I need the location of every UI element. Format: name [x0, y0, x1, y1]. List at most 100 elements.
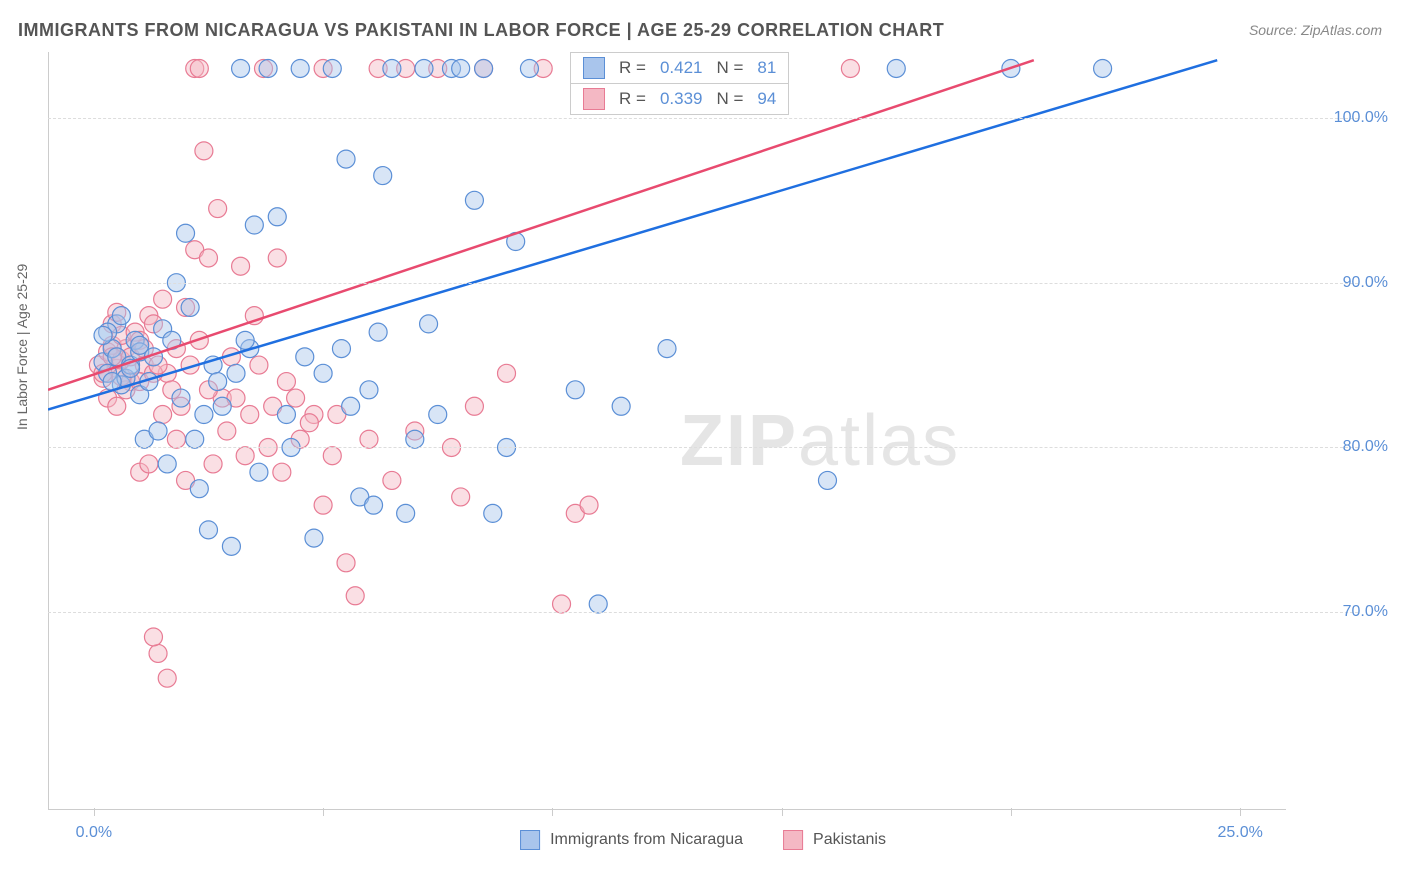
- scatter-point: [287, 389, 305, 407]
- scatter-point: [112, 307, 130, 325]
- scatter-point: [158, 455, 176, 473]
- grid-line: [48, 118, 1358, 119]
- scatter-point: [337, 150, 355, 168]
- scatter-point: [209, 200, 227, 218]
- scatter-point: [144, 628, 162, 646]
- scatter-point: [190, 59, 208, 77]
- scatter-point: [218, 422, 236, 440]
- scatter-point: [108, 397, 126, 415]
- scatter-point: [520, 59, 538, 77]
- scatter-point: [154, 290, 172, 308]
- scatter-point: [429, 406, 447, 424]
- legend-item-nicaragua: Immigrants from Nicaragua: [520, 830, 743, 850]
- scatter-point: [277, 406, 295, 424]
- scatter-point: [154, 406, 172, 424]
- scatter-point: [498, 364, 516, 382]
- stats-swatch-nicaragua: [583, 57, 605, 79]
- scatter-point: [199, 521, 217, 539]
- y-tick-label: 90.0%: [1343, 274, 1388, 292]
- scatter-point: [273, 463, 291, 481]
- scatter-point: [580, 496, 598, 514]
- scatter-point: [232, 257, 250, 275]
- scatter-point: [342, 397, 360, 415]
- scatter-point: [475, 59, 493, 77]
- x-tick: [323, 808, 324, 816]
- scatter-point: [245, 216, 263, 234]
- scatter-point: [1094, 59, 1112, 77]
- scatter-point: [323, 447, 341, 465]
- scatter-point: [296, 348, 314, 366]
- scatter-point: [291, 59, 309, 77]
- x-tick-label: 0.0%: [76, 824, 112, 842]
- scatter-point: [227, 364, 245, 382]
- scatter-point: [94, 326, 112, 344]
- scatter-point: [236, 331, 254, 349]
- scatter-point: [406, 430, 424, 448]
- scatter-point: [186, 430, 204, 448]
- stats-row-pakistani: R = 0.339 N = 94: [571, 84, 788, 114]
- scatter-point: [195, 406, 213, 424]
- scatter-point: [346, 587, 364, 605]
- scatter-point: [259, 59, 277, 77]
- grid-line: [48, 447, 1358, 448]
- grid-line: [48, 283, 1358, 284]
- stats-swatch-pakistani: [583, 88, 605, 110]
- x-tick: [782, 808, 783, 816]
- scatter-point: [149, 422, 167, 440]
- source-citation: Source: ZipAtlas.com: [1249, 22, 1382, 38]
- scatter-point: [452, 488, 470, 506]
- chart-title: IMMIGRANTS FROM NICARAGUA VS PAKISTANI I…: [18, 20, 944, 41]
- legend-swatch-nicaragua: [520, 830, 540, 850]
- x-tick: [552, 808, 553, 816]
- scatter-point: [465, 397, 483, 415]
- scatter-point: [190, 480, 208, 498]
- scatter-point: [177, 224, 195, 242]
- scatter-point: [250, 463, 268, 481]
- scatter-point: [268, 249, 286, 267]
- scatter-point: [213, 397, 231, 415]
- scatter-svg: [48, 52, 1286, 810]
- scatter-point: [360, 430, 378, 448]
- scatter-point: [250, 356, 268, 374]
- scatter-point: [332, 340, 350, 358]
- scatter-point: [452, 59, 470, 77]
- scatter-point: [222, 537, 240, 555]
- scatter-point: [232, 59, 250, 77]
- scatter-point: [818, 471, 836, 489]
- scatter-point: [484, 504, 502, 522]
- scatter-point: [195, 142, 213, 160]
- scatter-point: [181, 298, 199, 316]
- scatter-point: [323, 59, 341, 77]
- scatter-point: [420, 315, 438, 333]
- x-tick: [94, 808, 95, 816]
- scatter-point: [241, 406, 259, 424]
- scatter-point: [300, 414, 318, 432]
- scatter-point: [268, 208, 286, 226]
- scatter-point: [236, 447, 254, 465]
- scatter-point: [314, 496, 332, 514]
- scatter-point: [369, 323, 387, 341]
- scatter-point: [553, 595, 571, 613]
- scatter-point: [374, 167, 392, 185]
- scatter-point: [158, 669, 176, 687]
- scatter-point: [566, 381, 584, 399]
- y-axis-label: In Labor Force | Age 25-29: [14, 264, 30, 430]
- scatter-point: [589, 595, 607, 613]
- bottom-legend: Immigrants from Nicaragua Pakistanis: [520, 830, 886, 850]
- scatter-point: [612, 397, 630, 415]
- scatter-point: [415, 59, 433, 77]
- x-tick: [1240, 808, 1241, 816]
- grid-line: [48, 612, 1358, 613]
- stats-row-nicaragua: R = 0.421 N = 81: [571, 53, 788, 84]
- legend-item-pakistani: Pakistanis: [783, 830, 886, 850]
- scatter-point: [314, 364, 332, 382]
- scatter-point: [365, 496, 383, 514]
- scatter-point: [167, 430, 185, 448]
- scatter-point: [131, 336, 149, 354]
- x-tick-label: 25.0%: [1217, 824, 1262, 842]
- y-tick-label: 100.0%: [1334, 109, 1388, 127]
- legend-swatch-pakistani: [783, 830, 803, 850]
- scatter-point: [383, 471, 401, 489]
- scatter-point: [658, 340, 676, 358]
- scatter-point: [360, 381, 378, 399]
